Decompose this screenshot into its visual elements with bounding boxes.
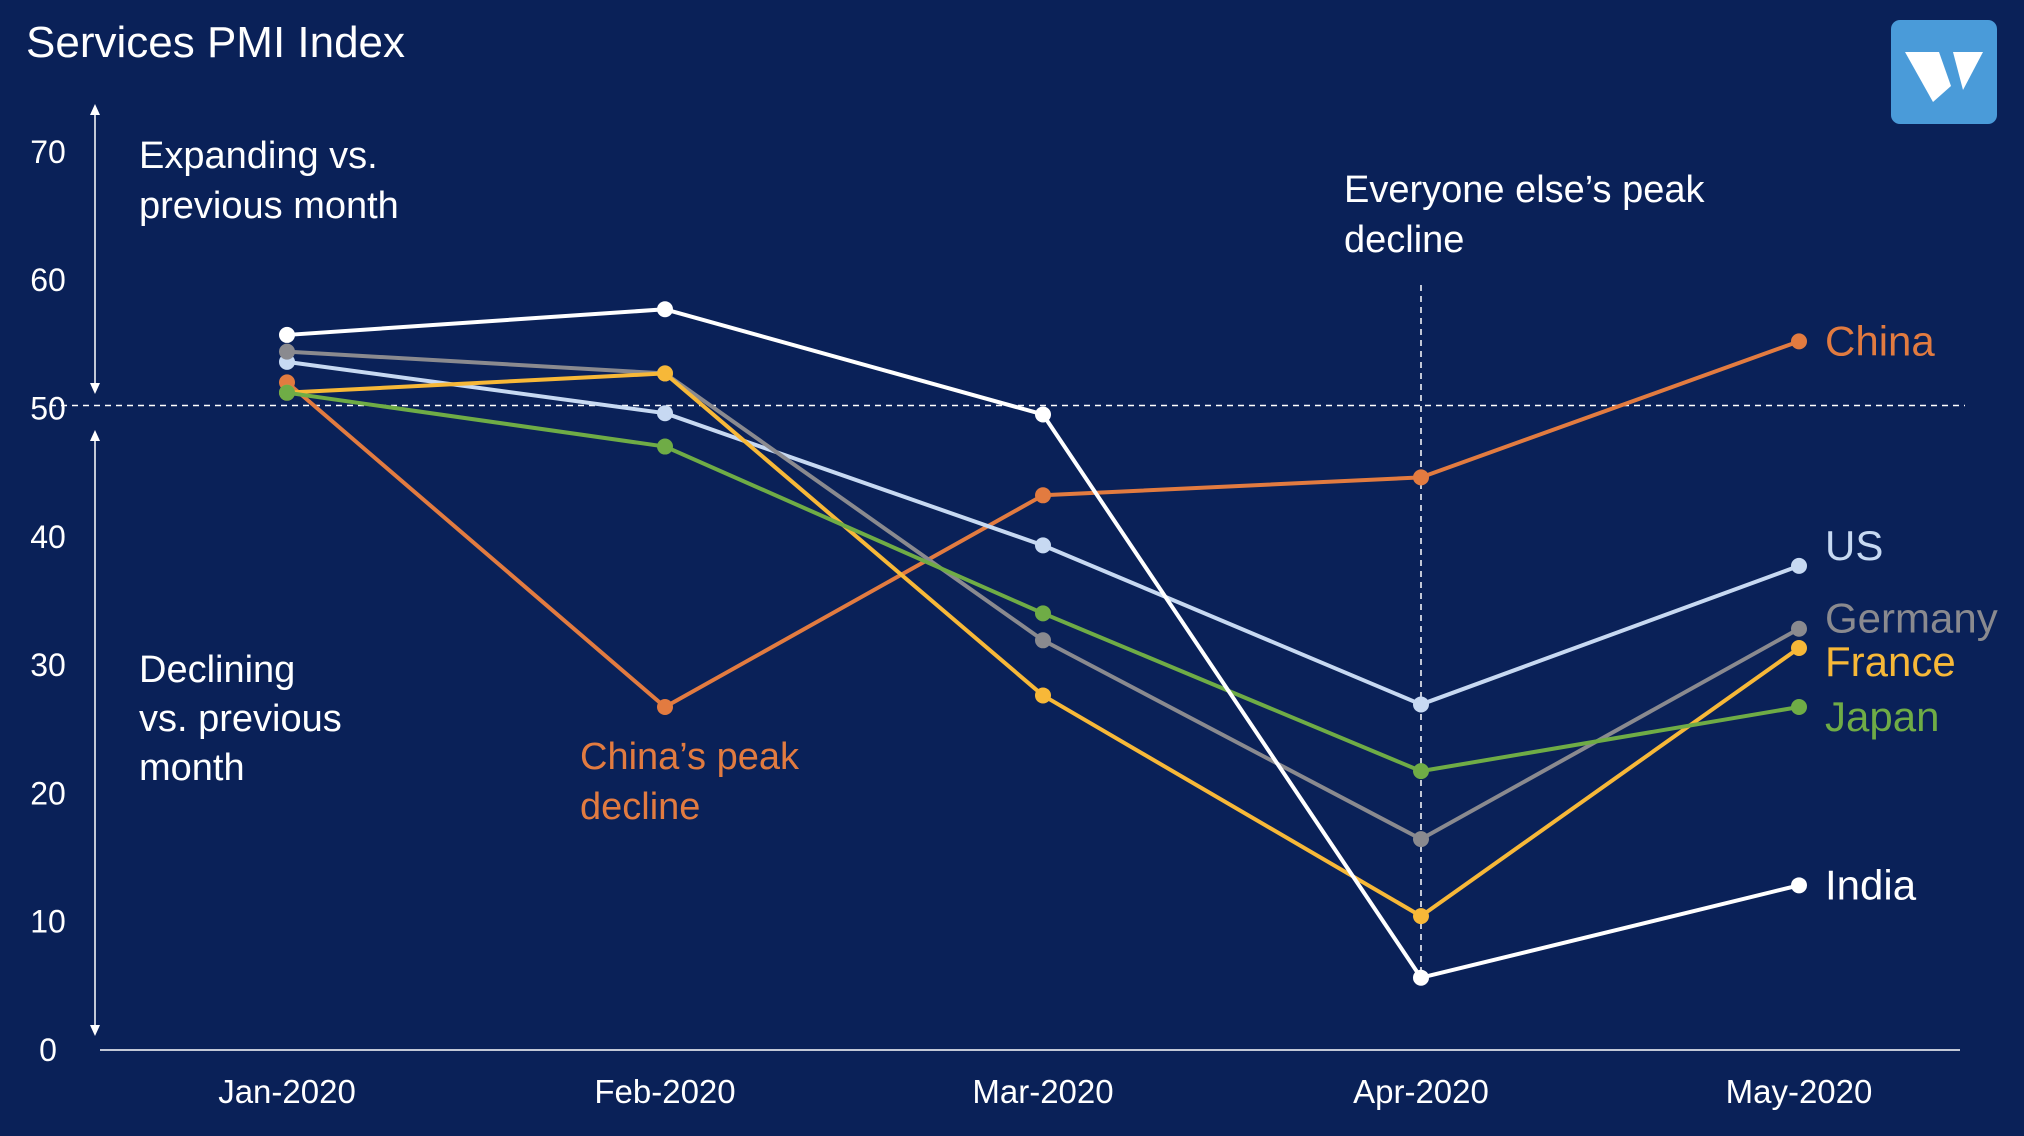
data-point-japan (1035, 605, 1051, 622)
data-point-us (1413, 696, 1429, 713)
series-label-india: India (1825, 861, 1917, 908)
data-point-france (1035, 687, 1051, 704)
annotation-text: vs. previous (139, 698, 342, 740)
data-point-us (1035, 537, 1051, 554)
series-line-china (285, 339, 1800, 710)
data-point-china (1035, 487, 1051, 504)
data-point-germany (1791, 620, 1807, 637)
data-point-japan (279, 384, 295, 401)
annotation-text: previous month (139, 185, 399, 227)
y-tick-label: 40 (30, 519, 66, 555)
brand-logo-icon (1891, 20, 1997, 124)
x-tick-label: Apr-2020 (1353, 1073, 1489, 1110)
data-point-india (1413, 969, 1429, 986)
declining-arrow-head-top (90, 430, 100, 441)
y-tick-label: 10 (30, 904, 66, 940)
data-point-france (1791, 639, 1807, 656)
x-tick-label: Jan-2020 (218, 1073, 356, 1110)
annotation-text: Declining (139, 649, 295, 691)
x-tick-label: Feb-2020 (594, 1073, 735, 1110)
data-point-india (657, 301, 673, 318)
y-tick-label: 50 (30, 391, 66, 427)
data-point-germany (1035, 632, 1051, 649)
annotation-text: China’s peak (580, 736, 800, 778)
data-point-us (657, 405, 673, 422)
series-label-germany: Germany (1825, 595, 1998, 642)
data-point-germany (1413, 831, 1429, 848)
y-tick-label: 20 (30, 775, 66, 811)
y-tick-label: 30 (30, 647, 66, 683)
y-tick-label: 70 (30, 134, 66, 170)
data-point-japan (657, 438, 673, 455)
data-point-china (1791, 333, 1807, 350)
data-point-india (279, 326, 295, 343)
data-point-japan (1413, 763, 1429, 780)
series-label-france: France (1825, 638, 1956, 685)
series-line-japan (286, 390, 1800, 774)
y-tick-label: 60 (30, 262, 66, 298)
expanding-arrow-head-top (90, 104, 100, 115)
annotation-text: decline (580, 786, 700, 828)
annotation-text: Everyone else’s peak (1344, 169, 1706, 211)
data-point-us (1791, 557, 1807, 574)
series-label-japan: Japan (1825, 693, 1939, 740)
series-label-us: US (1825, 522, 1883, 569)
data-point-france (1413, 908, 1429, 925)
data-point-india (1035, 406, 1051, 423)
chart-title: Services PMI Index (26, 18, 406, 67)
data-point-india (1791, 877, 1807, 894)
x-tick-label: May-2020 (1726, 1073, 1873, 1110)
data-point-germany (279, 343, 295, 360)
annotation-text: Expanding vs. (139, 135, 378, 177)
series-label-china: China (1825, 317, 1935, 364)
data-point-japan (1791, 699, 1807, 716)
annotation-text: month (139, 747, 245, 789)
y-tick-label: 0 (39, 1032, 57, 1068)
data-point-china (657, 699, 673, 716)
x-tick-label: Mar-2020 (972, 1073, 1113, 1110)
data-point-france (657, 365, 673, 382)
data-point-china (1413, 469, 1429, 486)
declining-arrow-head-bottom (90, 1025, 100, 1036)
annotation-text: decline (1344, 219, 1464, 261)
expanding-arrow-head-bottom (90, 383, 100, 394)
